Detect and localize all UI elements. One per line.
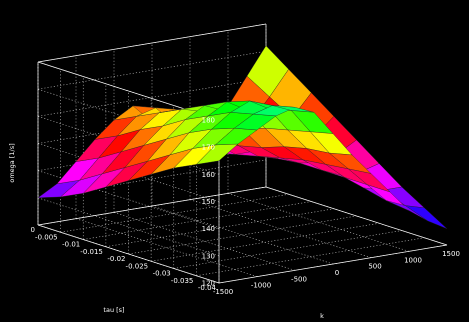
z-tick-label: 120 bbox=[202, 280, 215, 288]
y-tick-label: -0.025 bbox=[126, 262, 149, 270]
y-tick-label: -0.04 bbox=[198, 284, 217, 292]
y-tick-label: -0.035 bbox=[171, 277, 194, 285]
surface-patch bbox=[405, 205, 448, 229]
x-tick-label: -1500 bbox=[213, 288, 233, 296]
grid-line bbox=[37, 78, 267, 117]
y-tick-label: 0 bbox=[31, 226, 35, 234]
x-tick-label: 1500 bbox=[442, 250, 460, 258]
x-tick-label: 1000 bbox=[404, 256, 422, 264]
axis-line bbox=[37, 224, 220, 284]
z-tick-label: 180 bbox=[202, 117, 215, 125]
grid-line bbox=[173, 230, 402, 269]
y-tick-label: -0.02 bbox=[107, 255, 125, 263]
x-tick-label: -500 bbox=[291, 275, 307, 283]
grid-line bbox=[83, 201, 312, 240]
z-axis-label: omega [1/s] bbox=[8, 143, 16, 182]
axis-line bbox=[218, 244, 448, 284]
axis-line bbox=[37, 186, 267, 226]
grid-line bbox=[196, 237, 425, 277]
y-axis-label: tau [s] bbox=[103, 306, 124, 314]
x-axis-label: k bbox=[320, 312, 324, 320]
y-tick-label: -0.015 bbox=[80, 248, 103, 256]
label-layer: omega [1/s] tau [s] k 120 130 140 150 160 170… bbox=[8, 117, 460, 321]
z-tick-label: 140 bbox=[202, 225, 215, 233]
z-tick-label: 160 bbox=[202, 171, 215, 179]
x-tick-label: 500 bbox=[368, 263, 381, 271]
y-tick-label: -0.01 bbox=[62, 241, 80, 249]
grid-line bbox=[151, 222, 380, 262]
grid-line bbox=[37, 50, 267, 90]
z-tick-label: 130 bbox=[202, 252, 215, 260]
surface-layer bbox=[37, 45, 448, 229]
axis-line bbox=[265, 186, 448, 246]
grid-line bbox=[128, 215, 357, 255]
x-tick-label: -1000 bbox=[251, 282, 271, 290]
z-tick-label: 150 bbox=[202, 198, 215, 206]
grid-line bbox=[60, 193, 289, 233]
y-tick-label: -0.005 bbox=[35, 233, 58, 241]
axis-line bbox=[37, 23, 267, 63]
y-tick-label: -0.03 bbox=[153, 270, 171, 278]
x-tick-label: 0 bbox=[335, 269, 339, 277]
grid-line bbox=[105, 208, 334, 248]
z-tick-label: 170 bbox=[202, 144, 215, 152]
